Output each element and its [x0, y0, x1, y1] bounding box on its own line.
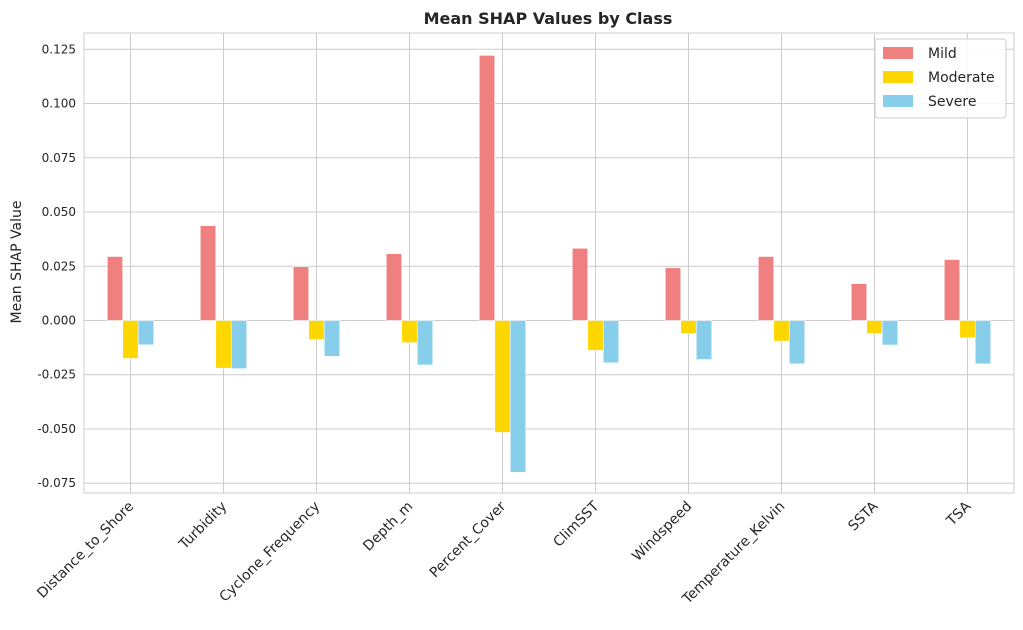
y-tick-label: 0.100 [42, 97, 76, 111]
y-tick-label: 0.025 [42, 259, 76, 273]
y-tick-label: -0.050 [37, 422, 76, 436]
bar-severe [881, 320, 899, 346]
bar-moderate [215, 320, 232, 369]
legend-swatch-severe [883, 95, 913, 107]
bar-severe [602, 320, 620, 364]
bar-mild [292, 266, 310, 321]
y-axis-ticks: -0.075 -0.050 -0.025 0.000 0.025 0.050 0.075 0.… [37, 42, 76, 490]
bar-moderate [308, 320, 325, 340]
bar-moderate [587, 320, 604, 351]
chart-title: Mean SHAP Values by Class [424, 9, 673, 28]
bar-severe [509, 320, 527, 473]
y-tick-label: -0.025 [37, 368, 76, 382]
bar-severe [695, 320, 713, 360]
bar-severe [416, 320, 434, 366]
bar-mild [664, 267, 682, 321]
x-tick-label: Percent_Cover [427, 498, 510, 581]
bar-severe [137, 320, 155, 346]
bar-mild [943, 259, 961, 321]
bar-severe [974, 320, 992, 365]
bar-moderate [122, 320, 139, 359]
y-tick-label: 0.050 [42, 205, 76, 219]
bar-severe [323, 320, 341, 357]
bar-mild [757, 256, 775, 321]
legend-label-moderate: Moderate [928, 70, 995, 86]
plot-frame [83, 32, 1015, 494]
legend: Mild Moderate Severe [874, 38, 1007, 119]
x-tick-label: ClimSST [550, 498, 602, 550]
bar-severe [230, 320, 248, 369]
y-tick-label: 0.075 [42, 151, 76, 165]
bar-mild [850, 283, 868, 321]
x-tick-label: Temperature_Kelvin [679, 499, 788, 608]
bar-moderate [494, 320, 511, 433]
legend-label-mild: Mild [928, 46, 957, 62]
x-tick-label: Turbidity [176, 499, 231, 554]
x-tick-label: Windspeed [629, 499, 695, 565]
legend-label-severe: Severe [928, 94, 976, 110]
bar-moderate [866, 320, 883, 334]
x-tick-label: SSTA [845, 498, 881, 534]
bar-moderate [959, 320, 976, 339]
bar-moderate [401, 320, 418, 343]
legend-swatch-mild [883, 47, 913, 59]
y-axis-label: Mean SHAP Value [9, 201, 25, 324]
y-tick-label: 0.000 [42, 314, 76, 328]
legend-swatch-moderate [883, 71, 913, 83]
bar-mild [478, 55, 496, 321]
bar-severe [788, 320, 806, 365]
x-tick-label: Cyclone_Frequency [217, 499, 324, 606]
y-tick-label: 0.125 [42, 42, 76, 56]
x-tick-label: Depth_m [360, 499, 416, 555]
bar-mild [571, 247, 589, 321]
bar-mild [199, 225, 217, 321]
x-tick-label: TSA [943, 498, 975, 530]
x-tick-label: Distance_to_Shore [34, 499, 137, 602]
bar-mild [385, 253, 403, 321]
y-tick-label: -0.075 [37, 476, 76, 490]
bar-moderate [773, 320, 790, 342]
bar-mild [106, 256, 124, 321]
bar-moderate [680, 320, 697, 334]
x-axis-ticks: Distance_to_Shore TurbidityCyclone_Freque… [34, 498, 974, 608]
bars [106, 55, 992, 473]
